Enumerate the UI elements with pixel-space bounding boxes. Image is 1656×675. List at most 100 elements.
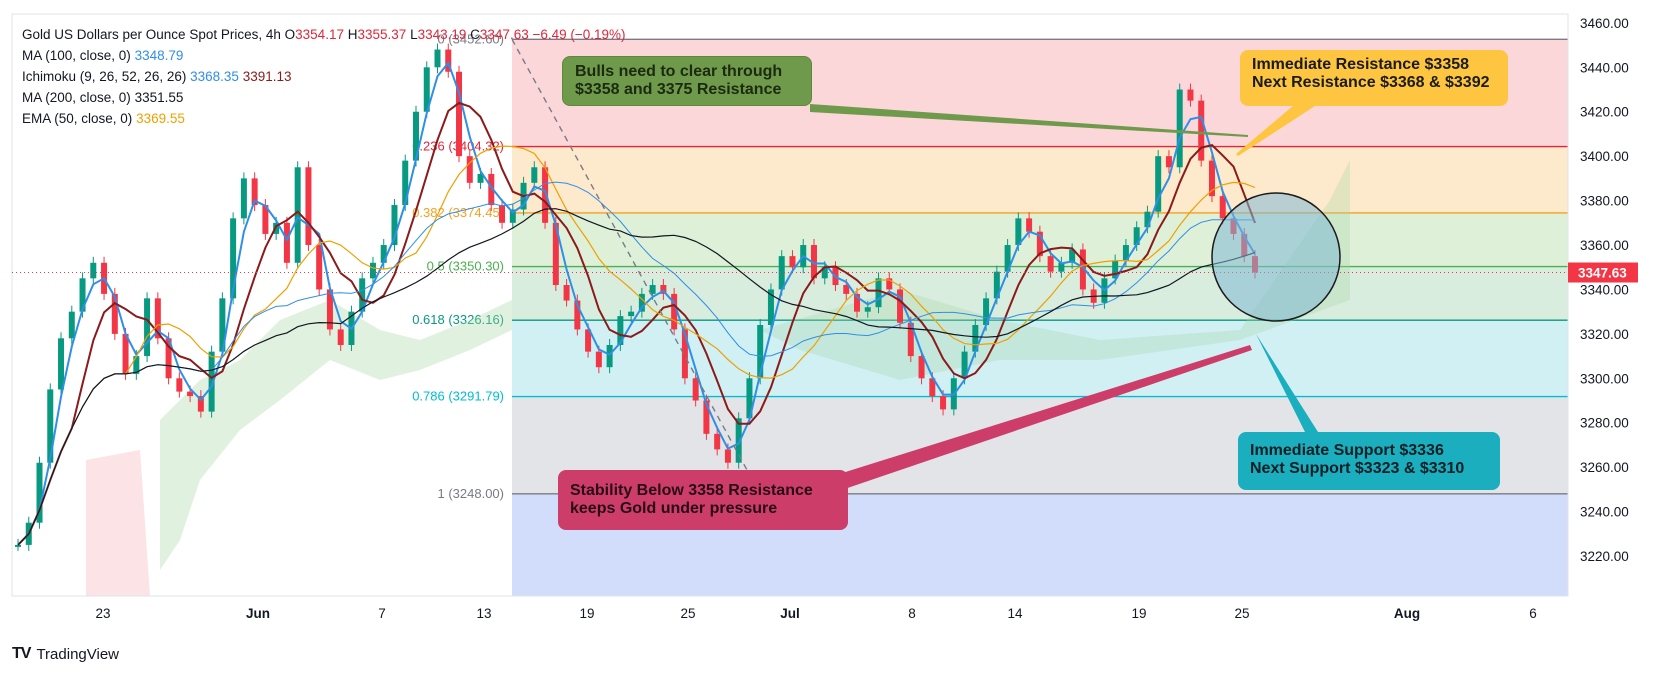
candle-body: [305, 167, 312, 246]
candle-body: [402, 160, 409, 206]
price-tick-label: 3400.00: [1580, 149, 1629, 164]
candle-body: [940, 396, 947, 410]
candle-body: [15, 544, 21, 547]
candle-body: [692, 378, 699, 401]
indicator-value: 3369.55: [136, 111, 185, 126]
candle-body: [595, 351, 602, 368]
fib-zone: [512, 146, 1568, 213]
stability-line-2: keeps Gold under pressure: [570, 500, 778, 517]
fib-level-label: 0 (3452.60): [438, 31, 505, 46]
candle-body: [531, 167, 538, 183]
candle-body: [423, 67, 430, 112]
candle-body: [757, 324, 764, 379]
low-value: 3343.19: [417, 27, 467, 42]
price-tick-label: 3320.00: [1580, 327, 1629, 342]
candle-body: [391, 205, 398, 246]
candle-body: [897, 289, 904, 323]
stability-line-1: Stability Below 3358 Resistance: [570, 482, 813, 499]
resistance-callout: Immediate Resistance $3358 Next Resistan…: [1240, 50, 1508, 106]
candle-body: [1122, 245, 1129, 261]
candle-body: [208, 351, 215, 412]
candle-body: [746, 378, 753, 419]
candle-body: [617, 316, 624, 345]
ichimoku-cloud: [760, 160, 1350, 380]
candle-body: [240, 178, 247, 219]
indicator-value: 3368.35: [190, 69, 239, 84]
price-tick-label: 3280.00: [1580, 416, 1629, 431]
candle-body: [1069, 249, 1076, 263]
fib-anchor-line: [511, 38, 761, 495]
indicator-label: Ichimoku (9, 26, 52, 26, 26): [22, 69, 187, 84]
candle-body: [122, 333, 129, 374]
candle-body: [262, 205, 269, 234]
fib-zone: [512, 266, 1568, 321]
indicator-ema50[interactable]: EMA (50, close, 0) 3369.55: [22, 108, 626, 129]
symbol-title: Gold US Dollars per Ounce Spot Prices, 4…: [22, 27, 281, 42]
candle-body: [735, 418, 742, 463]
candle-body: [369, 262, 376, 279]
candle-body: [434, 49, 441, 68]
fib-level-label: 0.786 (3291.79): [412, 389, 504, 404]
close-value: 3347.63: [479, 27, 529, 42]
candle-body: [456, 71, 463, 157]
legend: Gold US Dollars per Ounce Spot Prices, 4…: [22, 24, 626, 129]
candle-body: [1165, 156, 1172, 168]
candle-body: [337, 329, 344, 345]
candle-body: [111, 293, 118, 334]
indicator-ichimoku[interactable]: Ichimoku (9, 26, 52, 26, 26) 3368.35 339…: [22, 66, 626, 87]
indicator-ma100[interactable]: MA (100, close, 0) 3348.79: [22, 45, 626, 66]
candle-body: [165, 338, 172, 379]
fib-level-label: 0.618 (3326.16): [412, 312, 504, 327]
candle-body: [90, 262, 97, 279]
time-tick-label: 6: [1529, 606, 1537, 621]
candle-body: [68, 311, 75, 339]
price-tick-label: 3360.00: [1580, 238, 1629, 253]
price-tick-label: 3440.00: [1580, 60, 1629, 75]
fib-level-label: 1 (3248.00): [438, 486, 505, 501]
indicator-ma200[interactable]: MA (200, close, 0) 3351.55: [22, 87, 626, 108]
candle-body: [864, 307, 871, 312]
candle-body: [251, 178, 258, 206]
candle-body: [563, 285, 570, 301]
candle-body: [660, 285, 667, 294]
support-callout: Immediate Support $3336 Next Support $33…: [1238, 432, 1500, 490]
candle-body: [47, 389, 54, 463]
time-tick-label: 8: [908, 606, 916, 621]
candle-body: [509, 209, 516, 223]
candle-body: [961, 351, 968, 379]
candle-body: [724, 449, 731, 463]
candle-body: [187, 391, 194, 397]
candle-body: [681, 329, 688, 379]
candle-body: [1133, 227, 1140, 246]
price-tick-label: 3260.00: [1580, 460, 1629, 475]
candle-body: [58, 338, 65, 390]
candle-body: [36, 462, 43, 523]
candle-body: [1004, 245, 1011, 272]
candle-body: [316, 245, 323, 290]
candle-body: [466, 156, 473, 183]
candle-body: [1187, 89, 1194, 101]
candle-body: [445, 49, 452, 72]
candle-body: [79, 278, 86, 312]
fib-level-label: 0.382 (3374.45): [412, 205, 504, 220]
candle-body: [1112, 260, 1119, 279]
ichimoku-base-line: [17, 101, 1256, 546]
high-label: H: [347, 27, 358, 42]
candle-body: [789, 256, 796, 268]
candle-body: [1026, 218, 1033, 232]
candle-body: [230, 218, 237, 299]
low-label: L: [410, 27, 418, 42]
symbol-row: Gold US Dollars per Ounce Spot Prices, 4…: [22, 24, 626, 45]
price-tick-label: 3460.00: [1580, 16, 1629, 31]
candle-body: [1036, 231, 1043, 257]
open-value: 3354.17: [295, 27, 344, 42]
candle-body: [1208, 160, 1215, 197]
candle-body: [1176, 89, 1183, 168]
candle-body: [294, 167, 301, 263]
brand-name: TradingView: [36, 645, 119, 663]
candle-body: [144, 298, 151, 357]
support-pointer: [1256, 334, 1318, 438]
candle-body: [843, 285, 850, 294]
tradingview-logo[interactable]: TV TradingView: [12, 645, 119, 663]
